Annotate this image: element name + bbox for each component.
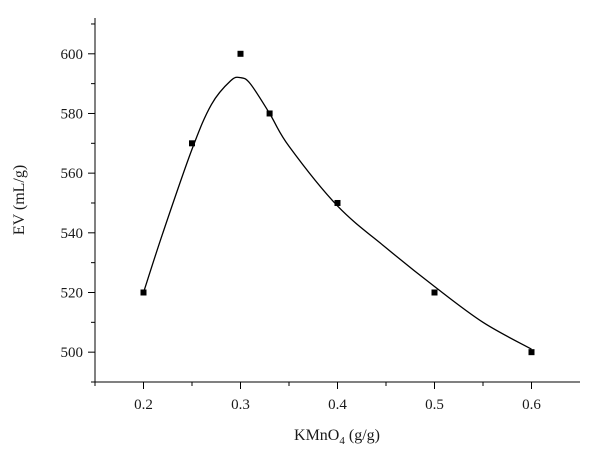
- y-tick-label: 500: [61, 345, 84, 361]
- data-point: [266, 110, 273, 117]
- data-point: [140, 289, 147, 296]
- y-tick-label: 540: [61, 226, 84, 242]
- x-tick-label: 0.2: [134, 397, 153, 413]
- y-tick-label: 520: [61, 285, 84, 301]
- y-tick-label: 560: [61, 166, 84, 182]
- x-tick-label: 0.4: [328, 397, 347, 413]
- x-tick-label: 0.3: [231, 397, 250, 413]
- y-tick-label: 580: [61, 106, 84, 122]
- data-point: [431, 289, 438, 296]
- y-tick-label: 600: [61, 47, 84, 63]
- x-axis-title: KMnO4 (g/g): [294, 427, 380, 447]
- data-point: [189, 140, 195, 147]
- data-points: [140, 50, 535, 356]
- x-tick-label: 0.5: [425, 397, 444, 413]
- data-point: [334, 199, 341, 206]
- data-point: [528, 349, 535, 356]
- data-point: [237, 50, 244, 57]
- x-tick-label: 0.6: [522, 397, 541, 413]
- x-ticks: 0.2 0.3 0.4 0.5 0.6: [94, 382, 541, 413]
- plot-area: 0.2 0.3 0.4 0.5 0.6 500 520 540 560 580 600: [61, 18, 580, 413]
- y-axis-title: EV (mL/g): [11, 165, 28, 235]
- y-ticks: 500 520 540 560 580 600: [61, 23, 95, 383]
- fit-curve: [142, 76, 532, 350]
